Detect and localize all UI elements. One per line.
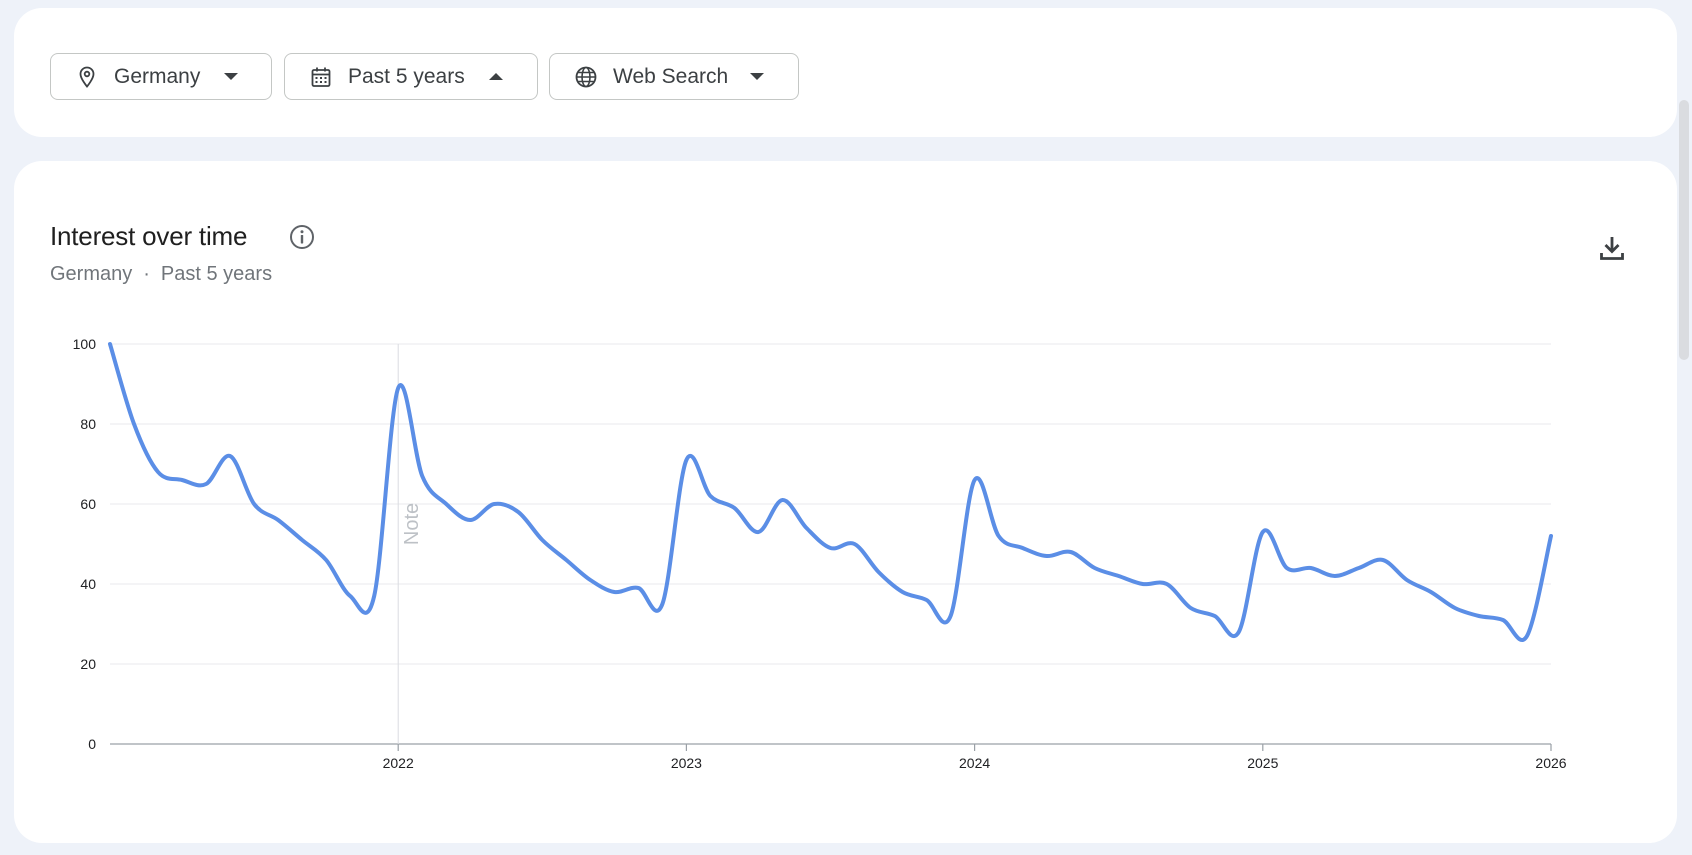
subtitle-location: Germany: [50, 263, 133, 285]
location-pin-icon: [79, 66, 95, 88]
chevron-up-icon: [489, 73, 503, 80]
download-icon[interactable]: [1596, 232, 1628, 264]
chevron-down-icon: [224, 73, 238, 80]
search-property-filter-button[interactable]: Web Search: [549, 53, 799, 100]
interest-series-line: [108, 342, 1553, 642]
y-tick-label: 0: [88, 736, 96, 752]
scrollbar-thumb[interactable]: [1679, 100, 1689, 360]
y-tick-label: 100: [73, 336, 97, 352]
calendar-icon: [311, 67, 331, 87]
info-icon[interactable]: [288, 223, 316, 251]
time-range-filter-button[interactable]: Past 5 years: [284, 53, 538, 100]
location-filter-button[interactable]: Germany: [50, 53, 272, 100]
time-range-filter-label: Past 5 years: [348, 65, 465, 88]
y-tick-label: 40: [80, 576, 96, 592]
location-filter-label: Germany: [114, 65, 201, 88]
y-tick-label: 60: [80, 496, 96, 512]
chart-subtitle: Germany · Past 5 years: [50, 263, 272, 286]
chart-title: Interest over time: [50, 221, 248, 251]
annotation-note-label: Note: [401, 503, 423, 545]
subtitle-range: Past 5 years: [160, 263, 273, 285]
x-tick-label: 2023: [671, 755, 702, 771]
interest-line-chart: 0 20 40 60 80 100 Note 2022 2023 2024 2025 2026: [73, 336, 1567, 771]
x-tick-label: 2026: [1535, 755, 1566, 771]
globe-icon: [575, 66, 597, 88]
chevron-down-icon: [750, 73, 764, 80]
interest-over-time-card: Interest over time Germany · Past 5 year…: [14, 161, 1677, 843]
search-property-filter-label: Web Search: [613, 65, 729, 88]
filters-card: Germany Past 5 years Web Search: [14, 8, 1677, 137]
x-tick-label: 2025: [1247, 755, 1278, 771]
x-tick-label: 2022: [383, 755, 414, 771]
x-tick-label: 2024: [959, 755, 990, 771]
y-tick-label: 80: [80, 416, 96, 432]
y-tick-label: 20: [80, 656, 96, 672]
subtitle-separator: ·: [143, 263, 150, 285]
